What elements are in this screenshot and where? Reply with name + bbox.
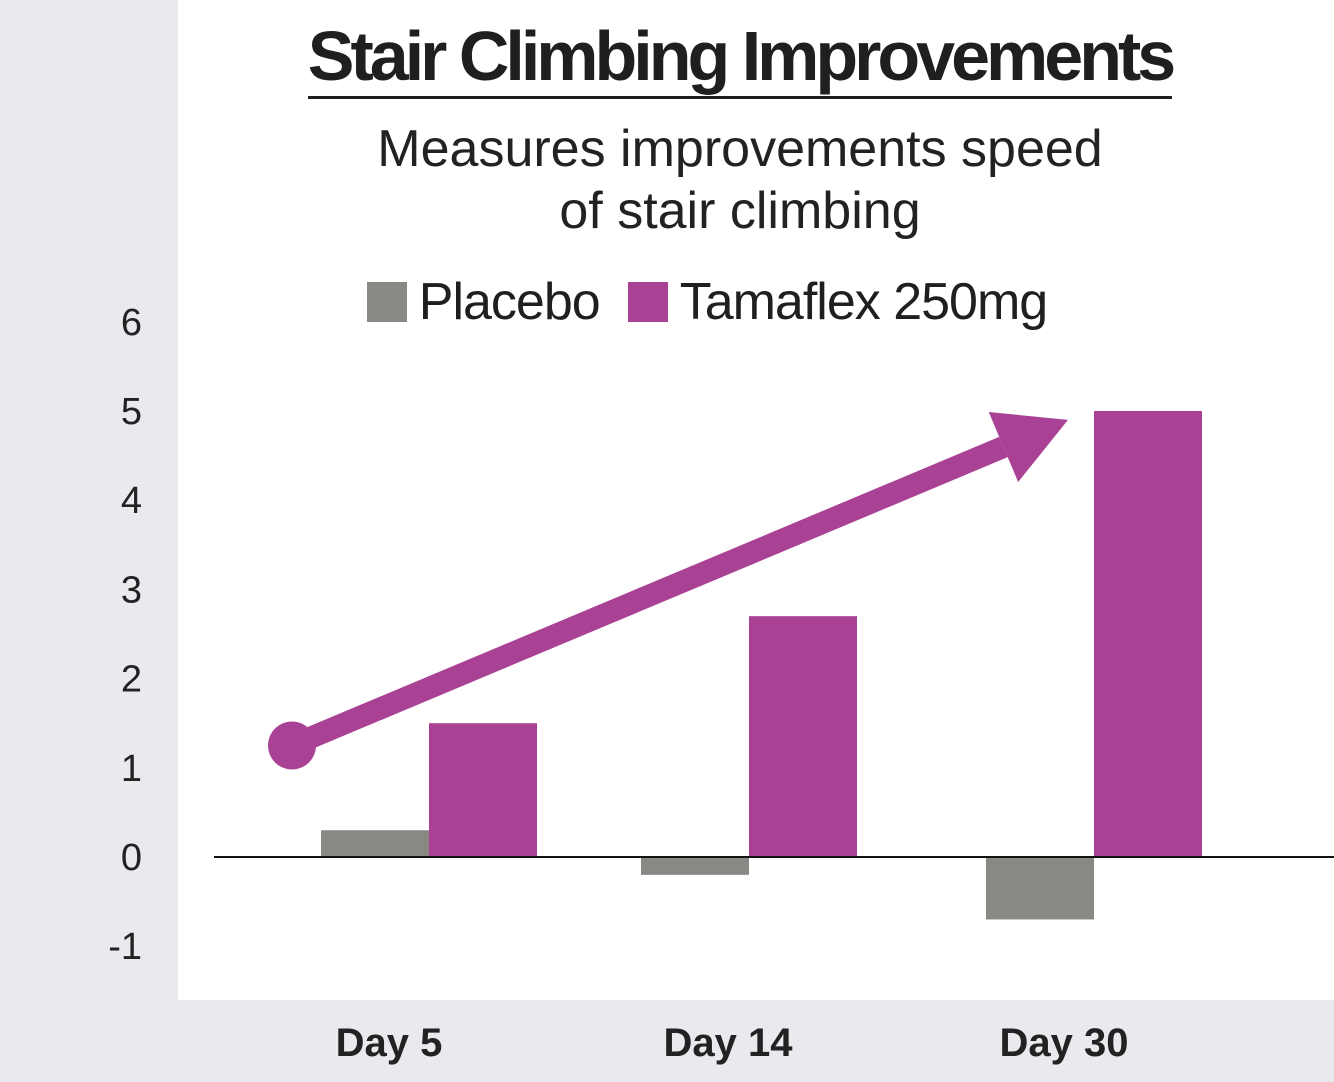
y-tick-label: 3 xyxy=(121,569,142,611)
trend-arrow-shaft xyxy=(287,436,1008,756)
bar-placebo-day-5 xyxy=(321,830,429,857)
bar-tamaflex-day-5 xyxy=(429,723,537,857)
y-tick-label: 4 xyxy=(121,480,142,522)
x-tick-label: Day 14 xyxy=(664,1021,794,1065)
legend: Placebo Tamaflex 250mg xyxy=(0,272,1334,332)
y-tick-label: 2 xyxy=(121,659,142,701)
bar-placebo-day-30 xyxy=(986,857,1094,920)
x-tick-label: Day 5 xyxy=(336,1021,443,1065)
legend-item-placebo: Placebo xyxy=(366,272,601,332)
legend-label-tamaflex: Tamaflex 250mg xyxy=(679,273,1049,331)
legend-item-tamaflex: Tamaflex 250mg xyxy=(627,272,1049,332)
legend-swatch-placebo xyxy=(366,282,407,322)
y-tick-label: 1 xyxy=(121,748,142,790)
legend-label-placebo: Placebo xyxy=(418,273,601,331)
chart-title: Stair Climbing Improvements xyxy=(178,17,1302,99)
trend-arrow-start-dot xyxy=(268,721,316,770)
bar-placebo-day-14 xyxy=(641,857,749,875)
legend-swatch-tamaflex xyxy=(627,282,668,322)
y-tick-label: 6 xyxy=(121,302,142,344)
x-tick-label: Day 30 xyxy=(1000,1021,1129,1065)
y-tick-label: 0 xyxy=(121,837,142,879)
subtitle-line-1: Measures improvements speed xyxy=(377,120,1103,178)
trend-arrow-head xyxy=(988,411,1068,483)
chart-subtitle: Measures improvements speed of stair cli… xyxy=(250,118,1230,242)
subtitle-line-2: of stair climbing xyxy=(559,182,921,240)
bar-tamaflex-day-30 xyxy=(1094,411,1202,857)
y-tick-label: -1 xyxy=(108,926,142,968)
bar-tamaflex-day-14 xyxy=(749,616,857,857)
y-tick-label: 5 xyxy=(121,391,142,433)
